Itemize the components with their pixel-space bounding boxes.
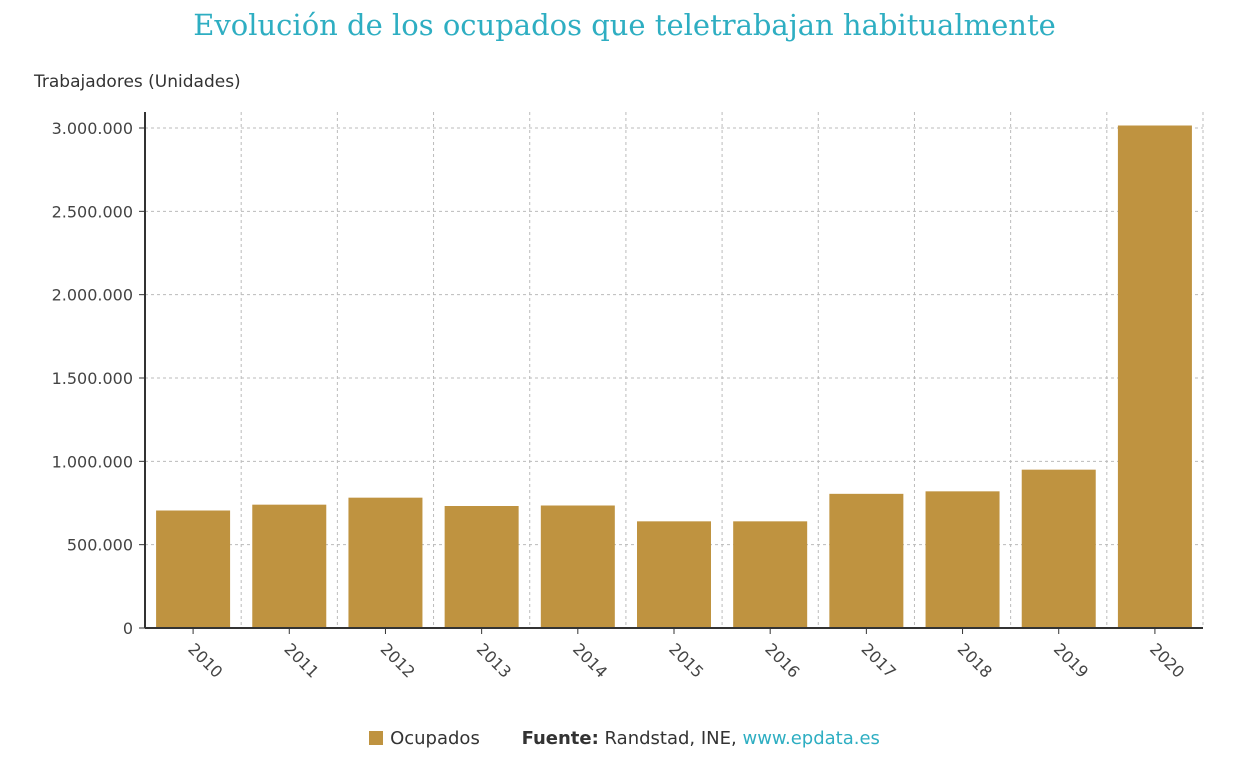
source-prefix: Fuente: — [521, 728, 599, 749]
bar-2010 — [156, 510, 231, 628]
x-tick-label: 2011 — [280, 639, 322, 681]
y-tick-label: 2.500.000 — [52, 202, 133, 221]
bar-2019 — [1021, 469, 1096, 628]
y-tick-label: 1.500.000 — [52, 369, 133, 388]
legend-label: Ocupados — [390, 728, 480, 749]
bar-2018 — [925, 491, 1000, 628]
x-tick-label: 2012 — [377, 639, 419, 681]
bar-2015 — [637, 521, 711, 628]
legend-item-ocupados[interactable]: Ocupados — [369, 728, 485, 749]
y-tick-label: 3.000.000 — [52, 119, 133, 138]
x-tick-label: 2016 — [761, 639, 803, 681]
y-tick-label: 500.000 — [67, 536, 133, 555]
x-tick-label: 2013 — [473, 639, 515, 681]
legend-swatch — [369, 731, 384, 745]
y-tick-label: 1.000.000 — [52, 452, 133, 471]
bar-2011 — [252, 504, 327, 628]
bar-2012 — [348, 497, 423, 628]
y-tick-label: 2.000.000 — [52, 286, 133, 305]
x-tick-label: 2010 — [184, 639, 226, 681]
bar-chart: 0 500.000 1.000.000 1.500.000 2.000.000 2.500… — [52, 112, 1204, 682]
chart-footer: Ocupados Fuente: Randstad, INE, www.epda… — [0, 728, 1249, 749]
bar-2020 — [1117, 125, 1192, 628]
bar-2014 — [540, 505, 615, 628]
bar-2013 — [444, 506, 519, 628]
x-tick-label: 2020 — [1146, 639, 1188, 681]
bar-2016 — [733, 521, 808, 628]
x-tick-label: 2015 — [665, 639, 707, 681]
bar-2017 — [829, 493, 904, 628]
chart-title: Evolución de los ocupados que teletrabaj… — [193, 8, 1056, 42]
x-tick-label: 2014 — [569, 639, 611, 681]
y-axis-label: Trabajadores (Unidades) — [34, 72, 241, 92]
source-link[interactable]: www.epdata.es — [742, 728, 880, 749]
x-tick-label: 2019 — [1050, 639, 1092, 681]
x-tick-label: 2018 — [954, 639, 996, 681]
y-tick-label: 0 — [123, 619, 133, 638]
x-tick-label: 2017 — [858, 639, 900, 681]
source-text: Randstad, INE, — [604, 728, 737, 749]
